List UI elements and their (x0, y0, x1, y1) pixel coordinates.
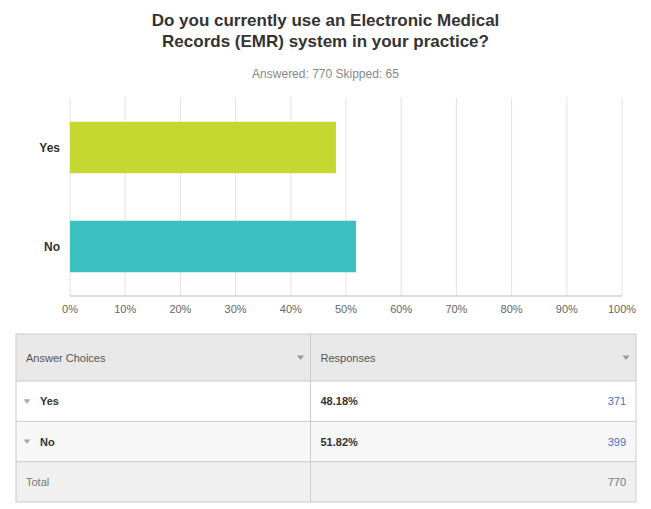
bars (70, 122, 356, 272)
table-band (16, 334, 636, 381)
table-header: Answer Choices (26, 352, 106, 364)
bar (70, 122, 336, 173)
x-tick-label: 0% (62, 303, 78, 315)
x-tick-label: 50% (335, 303, 357, 315)
x-tick-label: 30% (225, 303, 247, 315)
table-count: 399 (608, 436, 626, 448)
table-total-label: Total (26, 476, 49, 488)
grid-line (622, 98, 623, 296)
sort-arrow (24, 399, 31, 404)
grid (70, 98, 622, 296)
y-tick-label: Yes (39, 141, 60, 155)
sort-arrow (623, 356, 630, 361)
grid-line (566, 98, 567, 296)
x-tick-label: 40% (280, 303, 302, 315)
x-tick-label: 100% (608, 303, 636, 315)
x-tick-label: 80% (501, 303, 523, 315)
chart-root: Do you currently use an Electronic Medic… (0, 0, 651, 509)
table-border (16, 334, 636, 502)
y-tick-label: No (44, 240, 60, 254)
table-band (16, 421, 636, 461)
table: Answer Choices Responses Yes 48.18% 371 No 51.… (16, 334, 636, 502)
x-tick-label: 90% (556, 303, 578, 315)
table-band (16, 381, 636, 421)
table-header: Responses (321, 352, 377, 364)
table-percent: 48.18% (321, 395, 359, 407)
sort-arrow (24, 440, 31, 445)
table-count: 371 (608, 395, 626, 407)
sort-arrow (297, 356, 304, 361)
x-tick-label: 10% (114, 303, 136, 315)
table-divider (310, 334, 311, 502)
table-band (16, 462, 636, 502)
grid-line (456, 98, 457, 296)
grid-line (511, 98, 512, 296)
table-divider (16, 421, 636, 422)
table-choice: No (40, 436, 55, 448)
x-tick-label: 70% (445, 303, 467, 315)
grid-line (401, 98, 402, 296)
table-divider (16, 461, 636, 462)
bar (70, 221, 356, 272)
table-total-count: 770 (608, 476, 626, 488)
title: Do you currently use an Electronic Medic… (152, 11, 500, 30)
x-tick-label: 20% (169, 303, 191, 315)
table-percent: 51.82% (321, 436, 359, 448)
x-axis-line (70, 296, 622, 297)
x-tick-label: 60% (390, 303, 412, 315)
table-divider (16, 381, 636, 382)
subtitle: Answered: 770 Skipped: 65 (252, 67, 399, 81)
table-choice: Yes (40, 395, 59, 407)
title: Records (EMR) system in your practice? (162, 32, 489, 51)
